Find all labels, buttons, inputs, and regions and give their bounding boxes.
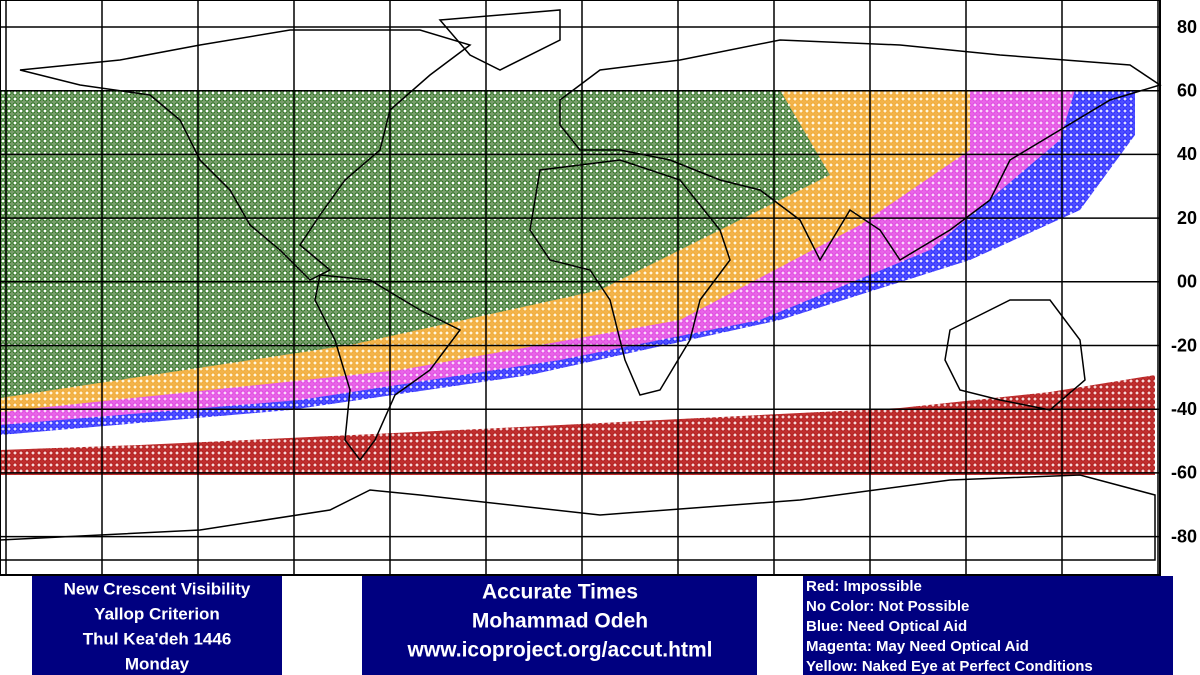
- box-line: Magenta: May Need Optical Aid: [806, 638, 1029, 655]
- map-frame: [0, 0, 1161, 576]
- latitude-label: 80: [1177, 17, 1197, 37]
- grid: [0, 0, 1160, 575]
- latitude-label: 40: [1177, 144, 1197, 164]
- coastlines: [0, 9, 1162, 561]
- box-line: Blue: Need Optical Aid: [806, 618, 967, 635]
- legend-text: Red: Impossible No Color: Not Possible Blu…: [806, 578, 1093, 675]
- box-line: Thul Kea'deh 1446: [83, 629, 232, 648]
- north-america: [19, 29, 472, 281]
- latitude-label: -60: [1171, 463, 1197, 483]
- latitude-label: -80: [1171, 526, 1197, 546]
- australia: [944, 299, 1086, 411]
- eurasia: [559, 39, 1162, 262]
- antarctica: [0, 474, 1156, 561]
- africa: [529, 159, 731, 396]
- latitude-label: 20: [1177, 208, 1197, 228]
- latitude-label: 60: [1177, 80, 1197, 100]
- box-line: Yallop Criterion: [94, 604, 220, 623]
- box-line: Yellow: Naked Eye at Perfect Conditions: [806, 658, 1093, 675]
- info-text: New Crescent Visibility Yallop Criterion T…: [64, 579, 251, 673]
- credit-box: [362, 576, 757, 675]
- box-line: Mohammad Odeh: [472, 610, 648, 633]
- latitude-labels: 80 60 40 20 00 -20 -40 -60 -80: [1171, 17, 1197, 547]
- latitude-label: -20: [1171, 335, 1197, 355]
- latitude-label: -40: [1171, 399, 1197, 419]
- box-line: www.icoproject.org/accut.html: [407, 639, 713, 662]
- latitude-label: 00: [1177, 272, 1197, 292]
- credit-text: Accurate Times Mohammad Odeh www.icoprojec…: [407, 581, 713, 662]
- box-line: Red: Impossible: [806, 578, 922, 595]
- info-box: [32, 576, 282, 675]
- south-america: [314, 274, 462, 462]
- greenland: [438, 9, 561, 71]
- box-line: Accurate Times: [482, 581, 638, 604]
- box-line: No Color: Not Possible: [806, 598, 969, 615]
- box-line: Monday: [125, 654, 190, 673]
- legend-box: [803, 576, 1173, 675]
- box-line: New Crescent Visibility: [64, 579, 251, 598]
- red-zone: [0, 375, 1155, 475]
